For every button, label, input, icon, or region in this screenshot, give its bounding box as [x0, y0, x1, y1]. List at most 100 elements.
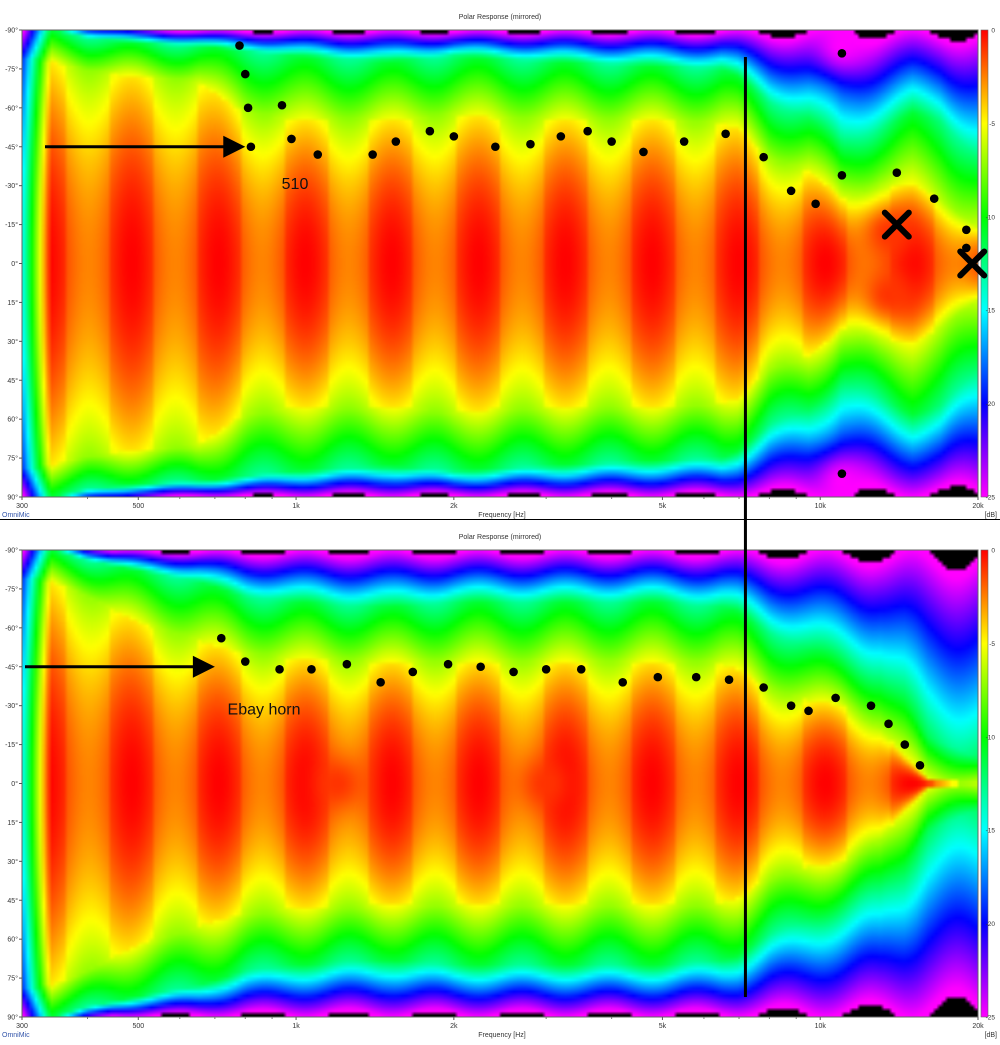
y-tick-label: 60° — [7, 416, 18, 424]
x-tick-label: 20k — [972, 503, 984, 510]
annotation-dot — [342, 659, 352, 669]
brand-label: OmniMic — [2, 1032, 30, 1039]
annotation-dot — [275, 665, 284, 674]
annotation-dot — [962, 243, 971, 253]
colorbar-tick-label: -15 — [986, 308, 996, 315]
annotation-label: Ebay horn — [228, 701, 301, 718]
x-tick-label: 5k — [659, 503, 667, 510]
x-tick-label: 1k — [292, 503, 300, 510]
x-tick-label: 1k — [292, 1023, 300, 1030]
annotation-dot — [837, 49, 847, 58]
annotation-dot — [759, 152, 768, 162]
colorbar — [980, 549, 989, 1018]
y-tick-label: 30° — [7, 338, 18, 346]
annotation-dot — [307, 665, 316, 674]
annotation-label: 510 — [282, 176, 309, 193]
annotation-dot — [691, 672, 701, 682]
x-axis-label: Frequency [Hz] — [478, 1032, 526, 1039]
annotation-dot — [541, 665, 551, 674]
y-tick-label: 30° — [7, 858, 18, 866]
y-tick-label: 60° — [7, 936, 18, 944]
annotation-dot — [526, 139, 535, 149]
annotation-arrow-head — [223, 135, 246, 158]
annotation-dot — [721, 129, 730, 139]
annotation-dot — [915, 761, 925, 770]
y-tick-label: -15° — [5, 741, 18, 749]
y-tick-label: 15° — [7, 299, 18, 307]
annotation-arrow-head — [192, 655, 215, 678]
y-tick-label: -90° — [5, 27, 18, 35]
annotation-dot — [240, 69, 250, 79]
annotation-x-mark — [957, 248, 988, 279]
annotation-dot — [583, 126, 592, 136]
y-tick-label: -75° — [5, 65, 18, 73]
colorbar-tick-label: -10 — [986, 734, 996, 741]
annotation-dot — [929, 194, 939, 203]
y-tick-label: 45° — [7, 377, 18, 385]
annotation-dot — [679, 137, 689, 146]
annotation-dot — [900, 740, 910, 749]
colorbar — [980, 29, 989, 498]
colorbar-unit: [dB] — [985, 1032, 998, 1039]
annotation-dot — [376, 678, 385, 687]
y-tick-label: -60° — [5, 104, 18, 112]
annotation-dot — [368, 150, 377, 159]
annotation-dot — [892, 168, 902, 177]
annotation-dot — [240, 657, 250, 666]
colorbar-tick-label: -25 — [986, 495, 996, 502]
annotation-x-mark — [881, 209, 912, 240]
y-tick-label: -45° — [5, 663, 18, 671]
y-tick-label: 15° — [7, 819, 18, 827]
annotation-dot — [831, 693, 840, 703]
y-tick-label: -30° — [5, 702, 18, 710]
annotation-dot — [576, 665, 586, 674]
colorbar-tick-label: -5 — [989, 121, 995, 128]
heatmap-image — [22, 30, 978, 497]
y-tick-label: -75° — [5, 585, 18, 593]
annotation-dot — [509, 667, 518, 677]
annotation-dot — [246, 142, 256, 152]
annotation-dot — [837, 469, 847, 478]
annotation-dot — [866, 701, 876, 710]
annotation-dot — [491, 142, 500, 152]
annotation-dot — [962, 225, 971, 235]
y-tick-label: 75° — [7, 455, 18, 463]
annotation-dot — [884, 719, 893, 729]
x-tick-label: 5k — [659, 1023, 667, 1030]
annotation-dot — [243, 103, 253, 113]
y-tick-label: 90° — [7, 1014, 18, 1022]
x-tick-label: 10k — [815, 503, 827, 510]
y-tick-label: 0° — [11, 260, 18, 268]
colorbar-tick-label: -20 — [986, 401, 996, 408]
x-axis-label: Frequency [Hz] — [478, 512, 526, 519]
y-tick-label: 0° — [11, 780, 18, 788]
y-tick-label: 90° — [7, 494, 18, 502]
annotation-dot — [216, 633, 226, 643]
x-tick-label: 20k — [972, 1023, 984, 1030]
y-tick-label: 75° — [7, 975, 18, 983]
y-tick-label: -15° — [5, 221, 18, 229]
x-tick-label: 300 — [16, 1023, 28, 1030]
annotation-dot — [287, 134, 296, 144]
panel-divider — [0, 519, 1000, 520]
y-tick-label: -30° — [5, 182, 18, 190]
colorbar-tick-label: -20 — [986, 921, 996, 928]
annotation-dot — [786, 701, 796, 710]
heatmap-image — [22, 550, 978, 1017]
colorbar-unit: [dB] — [985, 512, 998, 519]
colorbar-tick-label: -15 — [986, 828, 996, 835]
brand-label: OmniMic — [2, 512, 30, 519]
annotation-dot — [277, 100, 287, 110]
annotation-dot — [408, 667, 418, 677]
annotation-dot — [759, 683, 768, 692]
chart-panel-510: Polar Response (mirrored) -90° -75° -60° -45… — [2, 14, 997, 519]
y-tick-label: -90° — [5, 547, 18, 555]
colorbar-tick-label: -25 — [986, 1015, 996, 1022]
x-tick-label: 500 — [132, 1023, 144, 1030]
y-tick-label: 45° — [7, 897, 18, 905]
x-tick-label: 2k — [450, 1023, 458, 1030]
chart-panel-ebay-horn: Polar Response (mirrored) -90° -75° -60° -45… — [2, 534, 997, 1039]
x-tick-label: 10k — [815, 1023, 827, 1030]
